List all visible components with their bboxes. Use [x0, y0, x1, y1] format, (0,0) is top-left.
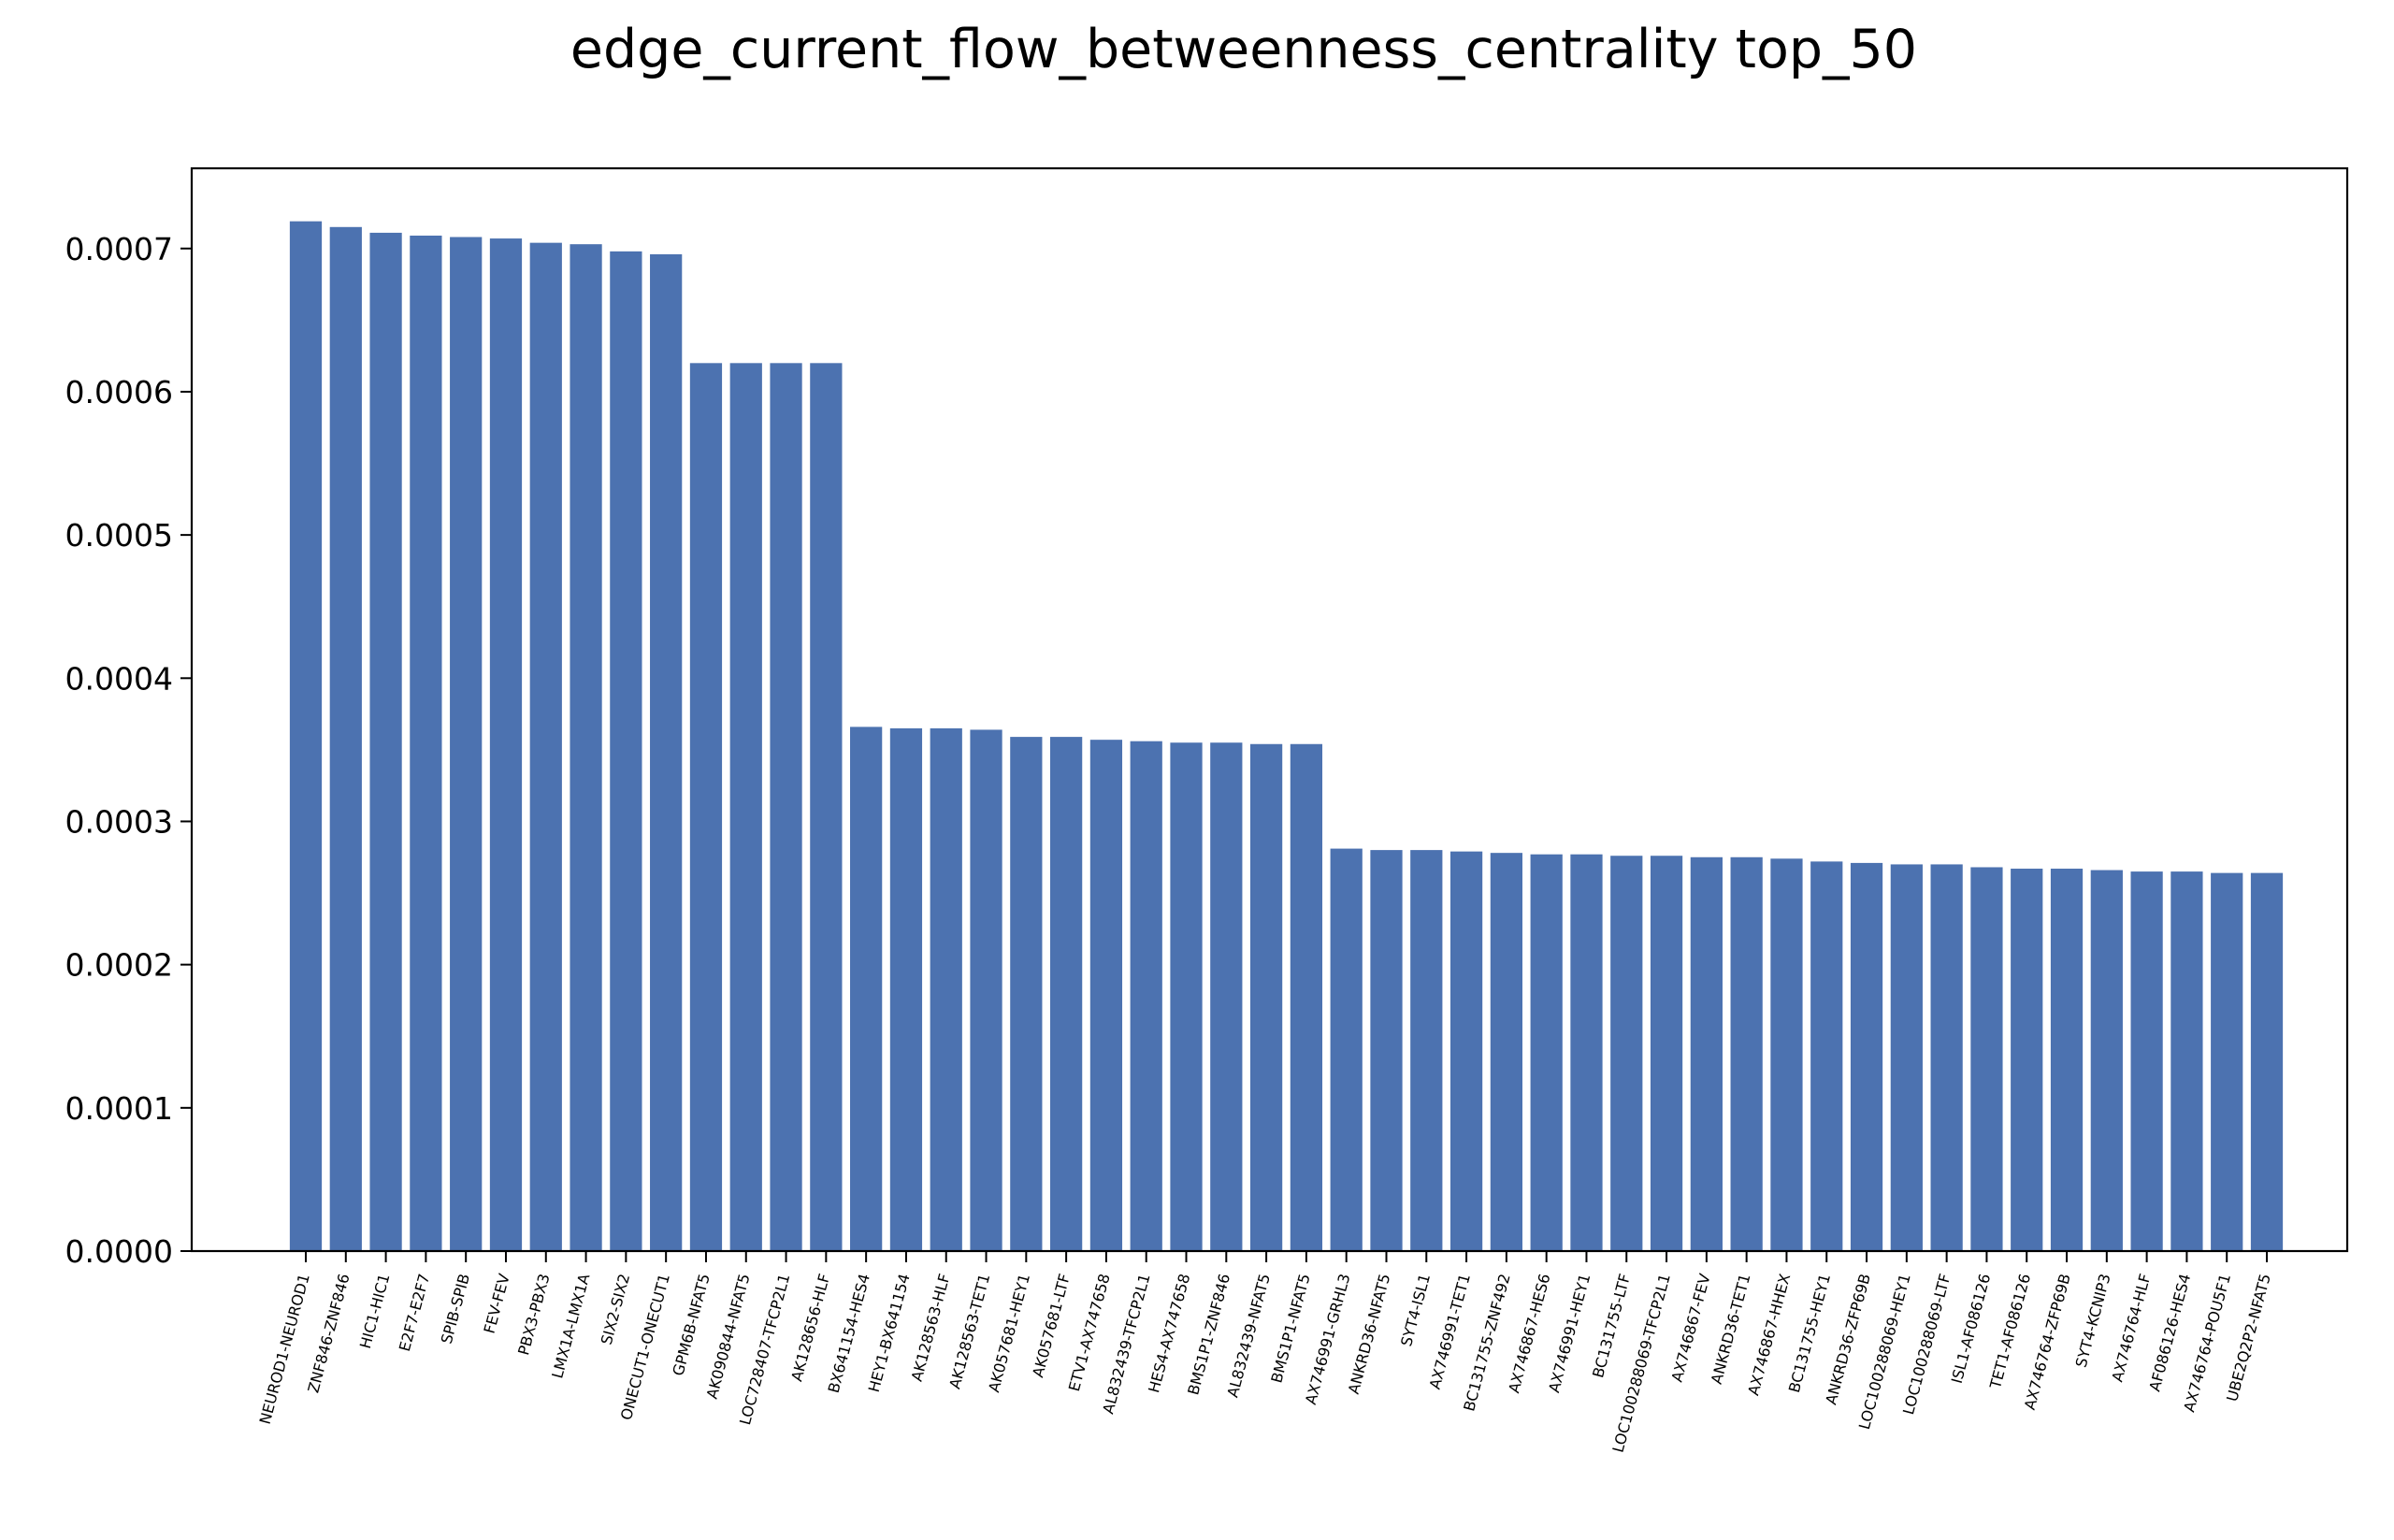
bar-17: [930, 727, 962, 1251]
bar-21: [1089, 740, 1123, 1251]
bar-2: [329, 226, 362, 1251]
y-tick-label: 0.0004: [65, 660, 173, 697]
bar-29: [1410, 850, 1443, 1251]
bar-38: [1770, 858, 1803, 1251]
bar-11: [689, 363, 723, 1251]
bar-39: [1810, 861, 1843, 1251]
y-tick-label: 0.0001: [65, 1090, 173, 1127]
bar-40: [1850, 862, 1883, 1251]
chart-title: edge_current_flow_betweenness_centrality…: [570, 19, 1917, 80]
bar-12: [729, 363, 762, 1251]
bar-50: [2250, 872, 2284, 1251]
bar-15: [850, 727, 883, 1251]
bar-28: [1370, 850, 1403, 1251]
bar-23: [1170, 742, 1203, 1251]
bar-18: [970, 729, 1002, 1251]
plot-frame: [190, 166, 2349, 1253]
bar-36: [1690, 856, 1723, 1251]
y-tick-label: 0.0002: [65, 947, 173, 984]
bar-30: [1449, 851, 1483, 1251]
bar-5: [450, 237, 483, 1251]
bar-43: [1970, 867, 2003, 1251]
bar-9: [610, 251, 642, 1252]
bar-7: [529, 242, 562, 1251]
bar-49: [2211, 872, 2243, 1251]
bar-47: [2130, 871, 2163, 1251]
bar-37: [1730, 856, 1763, 1251]
bar-10: [650, 253, 683, 1251]
bars-group: [289, 221, 2284, 1252]
bar-22: [1130, 741, 1162, 1251]
bar-46: [2090, 870, 2123, 1251]
bar-8: [570, 244, 602, 1252]
bar-3: [369, 232, 402, 1252]
y-tick-label: 0.0005: [65, 517, 173, 554]
bar-24: [1210, 742, 1243, 1251]
y-tick-label: 0.0006: [65, 374, 173, 410]
bar-25: [1249, 743, 1283, 1251]
bar-26: [1290, 743, 1323, 1251]
y-tick-label: 0.0000: [65, 1233, 173, 1270]
bar-41: [1890, 864, 1923, 1251]
bar-42: [1930, 864, 1963, 1251]
bar-35: [1650, 856, 1683, 1251]
bar-19: [1010, 737, 1043, 1251]
bar-27: [1330, 848, 1363, 1251]
y-tick-label: 0.0007: [65, 231, 173, 267]
bar-44: [2011, 869, 2043, 1251]
bar-14: [810, 363, 843, 1251]
bar-33: [1570, 854, 1603, 1251]
bar-6: [489, 238, 523, 1251]
bar-16: [889, 727, 923, 1251]
bar-45: [2050, 869, 2084, 1251]
bar-48: [2170, 871, 2203, 1251]
bar-13: [770, 363, 802, 1251]
bar-31: [1490, 853, 1522, 1251]
y-tick-label: 0.0003: [65, 803, 173, 840]
bar-4: [410, 235, 442, 1252]
bar-32: [1530, 854, 1563, 1251]
bar-34: [1610, 856, 1643, 1251]
y-axis: 0.0000 0.0001 0.0002 0.0003 0.0004 0.0005 0.00…: [65, 231, 192, 1270]
bar-1: [289, 221, 323, 1251]
bar-20: [1050, 737, 1083, 1251]
